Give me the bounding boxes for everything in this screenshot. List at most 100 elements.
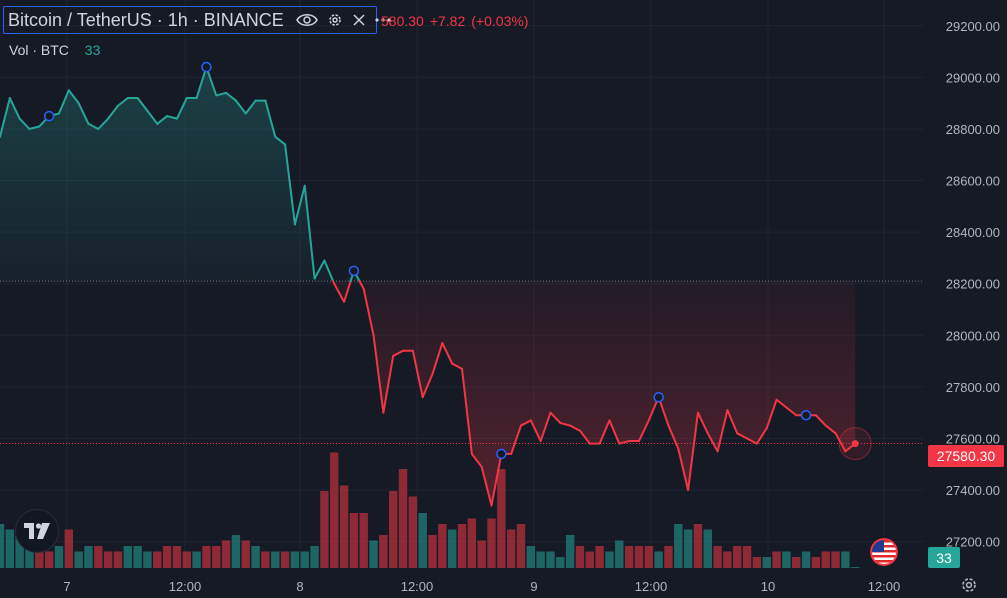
volume-bar: [44, 551, 54, 568]
event-marker[interactable]: [348, 265, 360, 277]
volume-bar: [84, 546, 93, 568]
price-segment: [598, 419, 611, 445]
fill-below-baseline: [0, 281, 856, 506]
volume-bar: [841, 551, 850, 568]
price-segment: [687, 411, 699, 492]
volume-bar: [851, 567, 860, 568]
us-flag-icon[interactable]: [870, 538, 898, 566]
volume-bar: [703, 529, 712, 568]
price-line: [0, 66, 857, 507]
volume-bar: [379, 535, 388, 568]
volume-bar: [74, 551, 83, 568]
volume-bar: [212, 546, 221, 568]
price-segment: [736, 432, 749, 440]
volume-bar: [408, 496, 418, 568]
price-segment: [726, 409, 739, 435]
event-marker[interactable]: [201, 61, 212, 73]
volume-bar: [497, 469, 506, 568]
volume-bar: [113, 551, 123, 568]
volume-bar: [172, 546, 182, 568]
price-tick-label: 28600.00: [946, 174, 1000, 189]
volume-legend[interactable]: Vol · BTC 33: [9, 42, 100, 58]
price-segment: [195, 66, 208, 100]
more-icon[interactable]: [375, 17, 391, 23]
volume-bar: [280, 551, 290, 568]
last-price-label: 27580.30: [928, 445, 1004, 467]
volume-bar: [339, 485, 349, 568]
price-segment: [323, 259, 335, 283]
eye-icon[interactable]: [295, 13, 318, 27]
volume-bar: [624, 546, 634, 568]
price-tick-label: 28000.00: [946, 328, 1000, 343]
symbol-title[interactable]: Bitcoin / TetherUS · 1h · BINANCE: [8, 9, 284, 30]
price-segment: [18, 117, 31, 130]
price-segment: [814, 414, 827, 427]
volume-bar: [506, 529, 516, 568]
price-segment: [824, 424, 837, 435]
volume-bar: [693, 524, 703, 568]
last-price-dot: [838, 427, 872, 461]
ohlc-change-pct: (+0.03%): [471, 13, 529, 29]
volume-bar: [182, 551, 191, 568]
volume-bar: [261, 551, 270, 568]
price-segment: [470, 452, 483, 468]
price-segment: [667, 424, 680, 450]
volume-bar: [634, 546, 644, 568]
price-segment: [264, 99, 277, 138]
volume-bar: [615, 540, 624, 568]
price-segment: [382, 354, 395, 414]
time-tick-label: 8: [296, 579, 303, 594]
price-segment: [637, 419, 650, 443]
volume-bar: [772, 551, 781, 568]
volume-bar: [821, 551, 830, 568]
price-segment: [77, 102, 90, 125]
price-segment: [313, 259, 326, 280]
volume-bar: [221, 540, 231, 568]
volume-bar: [674, 524, 683, 568]
event-marker[interactable]: [800, 409, 812, 421]
event-marker[interactable]: [653, 391, 664, 403]
price-segment: [293, 184, 306, 226]
symbol-legend[interactable]: Bitcoin / TetherUS · 1h · BINANCE: [3, 6, 391, 34]
gear-icon[interactable]: [958, 574, 980, 596]
volume-bar: [654, 551, 663, 568]
tradingview-logo-icon[interactable]: [15, 509, 59, 553]
price-axis[interactable]: 29200.00 29000.00 28800.00 28600.00 28400.00…: [946, 19, 1000, 550]
price-segment: [618, 440, 631, 445]
volume-bar: [713, 546, 722, 568]
price-segment: [372, 334, 385, 414]
volume-bar: [64, 529, 74, 568]
price-segment: [461, 367, 473, 455]
event-marker[interactable]: [43, 110, 55, 122]
event-marker[interactable]: [496, 448, 507, 460]
volume-bar: [605, 551, 614, 568]
event-markers[interactable]: [43, 61, 812, 460]
volume-bar: [369, 540, 378, 568]
volume-bars: [0, 452, 860, 568]
volume-bar: [556, 557, 565, 568]
gear-icon[interactable]: [327, 12, 343, 28]
price-segment: [244, 99, 257, 115]
volume-bar: [742, 546, 752, 568]
volume-bar: [585, 551, 594, 568]
time-axis[interactable]: 7 12:00 8 12:00 9 12:00 10 12:00: [63, 579, 900, 594]
volume-bar: [192, 551, 201, 568]
close-icon[interactable]: [352, 13, 366, 27]
volume-bar: [231, 535, 241, 568]
price-segment: [358, 280, 365, 290]
volume-bar: [389, 491, 398, 568]
price-segment: [234, 99, 247, 115]
volume-bar: [162, 546, 172, 568]
price-segment: [343, 280, 352, 303]
price-tick-label: 28200.00: [946, 277, 1000, 292]
time-tick-label: 9: [530, 579, 537, 594]
price-segment: [333, 282, 346, 303]
time-tick-label: 10: [761, 579, 775, 594]
price-segment: [490, 452, 503, 507]
price-segment: [785, 406, 798, 417]
price-segment: [529, 419, 542, 443]
time-tick-label: 12:00: [868, 579, 901, 594]
price-segment: [116, 97, 129, 107]
price-segment: [716, 409, 729, 453]
